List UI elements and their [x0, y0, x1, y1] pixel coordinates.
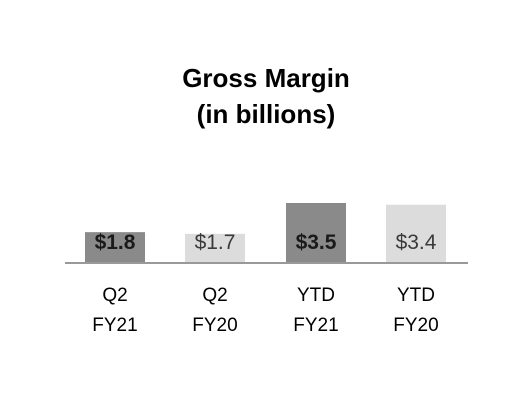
- bar: [85, 232, 145, 263]
- category-label: FY21: [92, 315, 137, 336]
- data-label: $1.8: [95, 231, 136, 254]
- data-label: $3.5: [296, 231, 337, 254]
- bar: [286, 203, 346, 263]
- category-label: Q2: [202, 285, 227, 306]
- category-label: YTD: [397, 285, 435, 306]
- bar: [386, 204, 446, 263]
- category-label: FY21: [293, 315, 338, 336]
- chart-subtitle: (in billions): [196, 99, 336, 129]
- category-label: FY20: [393, 315, 438, 336]
- category-label: YTD: [297, 285, 335, 306]
- category-label: FY20: [192, 315, 237, 336]
- category-label: Q2: [102, 285, 127, 306]
- bar: [185, 233, 245, 263]
- chart-title: Gross Margin: [182, 63, 350, 93]
- data-label: $1.7: [195, 231, 236, 254]
- data-label: $3.4: [396, 231, 437, 254]
